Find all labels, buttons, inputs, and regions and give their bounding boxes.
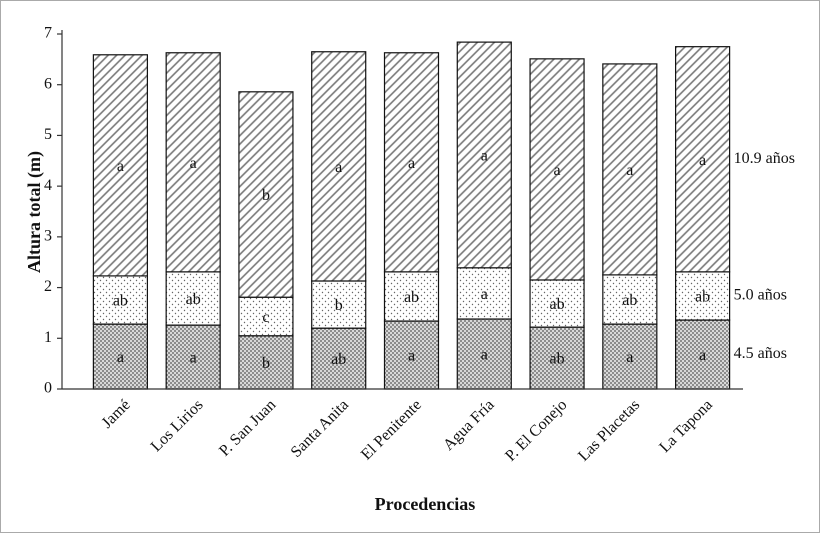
y-tick-label: 7 <box>44 25 52 42</box>
significance-label: a <box>190 155 197 172</box>
significance-label: a <box>117 158 124 175</box>
y-tick-label: 3 <box>44 228 52 245</box>
bar-segment <box>311 51 367 282</box>
significance-label: ab <box>113 293 128 310</box>
bar-segment <box>383 52 440 273</box>
significance-label: a <box>408 348 415 365</box>
bar-segment <box>675 319 731 390</box>
series-label: 4.5 años <box>734 345 787 362</box>
y-tick-label: 1 <box>44 329 52 346</box>
series-label: 10.9 años <box>734 150 795 167</box>
significance-label: ab <box>186 291 201 308</box>
x-tick-label: Agua Fría <box>440 396 498 454</box>
significance-label: c <box>262 309 269 326</box>
significance-label: a <box>408 155 415 172</box>
significance-label: ab <box>331 351 346 368</box>
significance-label: a <box>699 347 706 364</box>
x-tick-label: La Tapona <box>656 396 716 456</box>
bar-segment <box>529 326 585 390</box>
significance-label: a <box>699 152 706 169</box>
bar-segment <box>456 267 512 320</box>
significance-label: a <box>481 286 488 303</box>
significance-label: ab <box>550 296 565 313</box>
significance-label: ab <box>550 351 565 368</box>
y-axis-title: Altura total (m) <box>24 151 45 273</box>
bar-segment <box>383 271 440 322</box>
y-tick-label: 4 <box>44 177 52 194</box>
significance-label: b <box>262 355 270 372</box>
bar-segment <box>165 52 221 273</box>
bar-segment <box>383 320 440 390</box>
series-label: 5.0 años <box>734 287 787 304</box>
significance-label: ab <box>404 289 419 306</box>
significance-label: ab <box>622 292 637 309</box>
significance-label: a <box>626 162 633 179</box>
y-tick-label: 5 <box>44 126 52 143</box>
significance-label: a <box>117 349 124 366</box>
x-tick-label: Los Lirios <box>148 396 207 455</box>
significance-label: a <box>554 162 561 179</box>
bar-segment <box>238 335 294 390</box>
bar-segment <box>238 91 294 298</box>
x-tick-label: P. El Conejo <box>502 396 570 464</box>
significance-label: b <box>335 297 343 314</box>
bar-segment <box>238 296 294 337</box>
significance-label: ab <box>695 289 710 306</box>
bar-segment <box>675 271 731 321</box>
y-tick-label: 0 <box>44 380 52 397</box>
y-tick-label: 6 <box>44 75 52 92</box>
bar-segment <box>602 63 658 276</box>
x-axis-title: Procedencias <box>375 494 476 514</box>
y-tick-label: 2 <box>44 278 52 295</box>
x-tick-label: Las Placetas <box>575 396 643 464</box>
bar-segment <box>92 54 148 277</box>
bar-segment <box>675 46 731 273</box>
x-tick-label: El Penitente <box>358 396 425 463</box>
x-tick-label: P. San Juan <box>216 396 279 459</box>
significance-label: a <box>190 350 197 367</box>
x-tick-label: Santa Anita <box>288 396 353 461</box>
significance-label: a <box>481 148 488 165</box>
bar-segment <box>311 280 367 329</box>
bar-segment <box>456 41 512 269</box>
significance-label: a <box>626 349 633 366</box>
x-tick-label: Jamé <box>99 396 134 431</box>
bar-segment <box>529 58 585 281</box>
significance-label: a <box>481 347 488 364</box>
significance-label: b <box>262 187 270 204</box>
significance-label: a <box>335 159 342 176</box>
bar-segment <box>456 318 512 390</box>
